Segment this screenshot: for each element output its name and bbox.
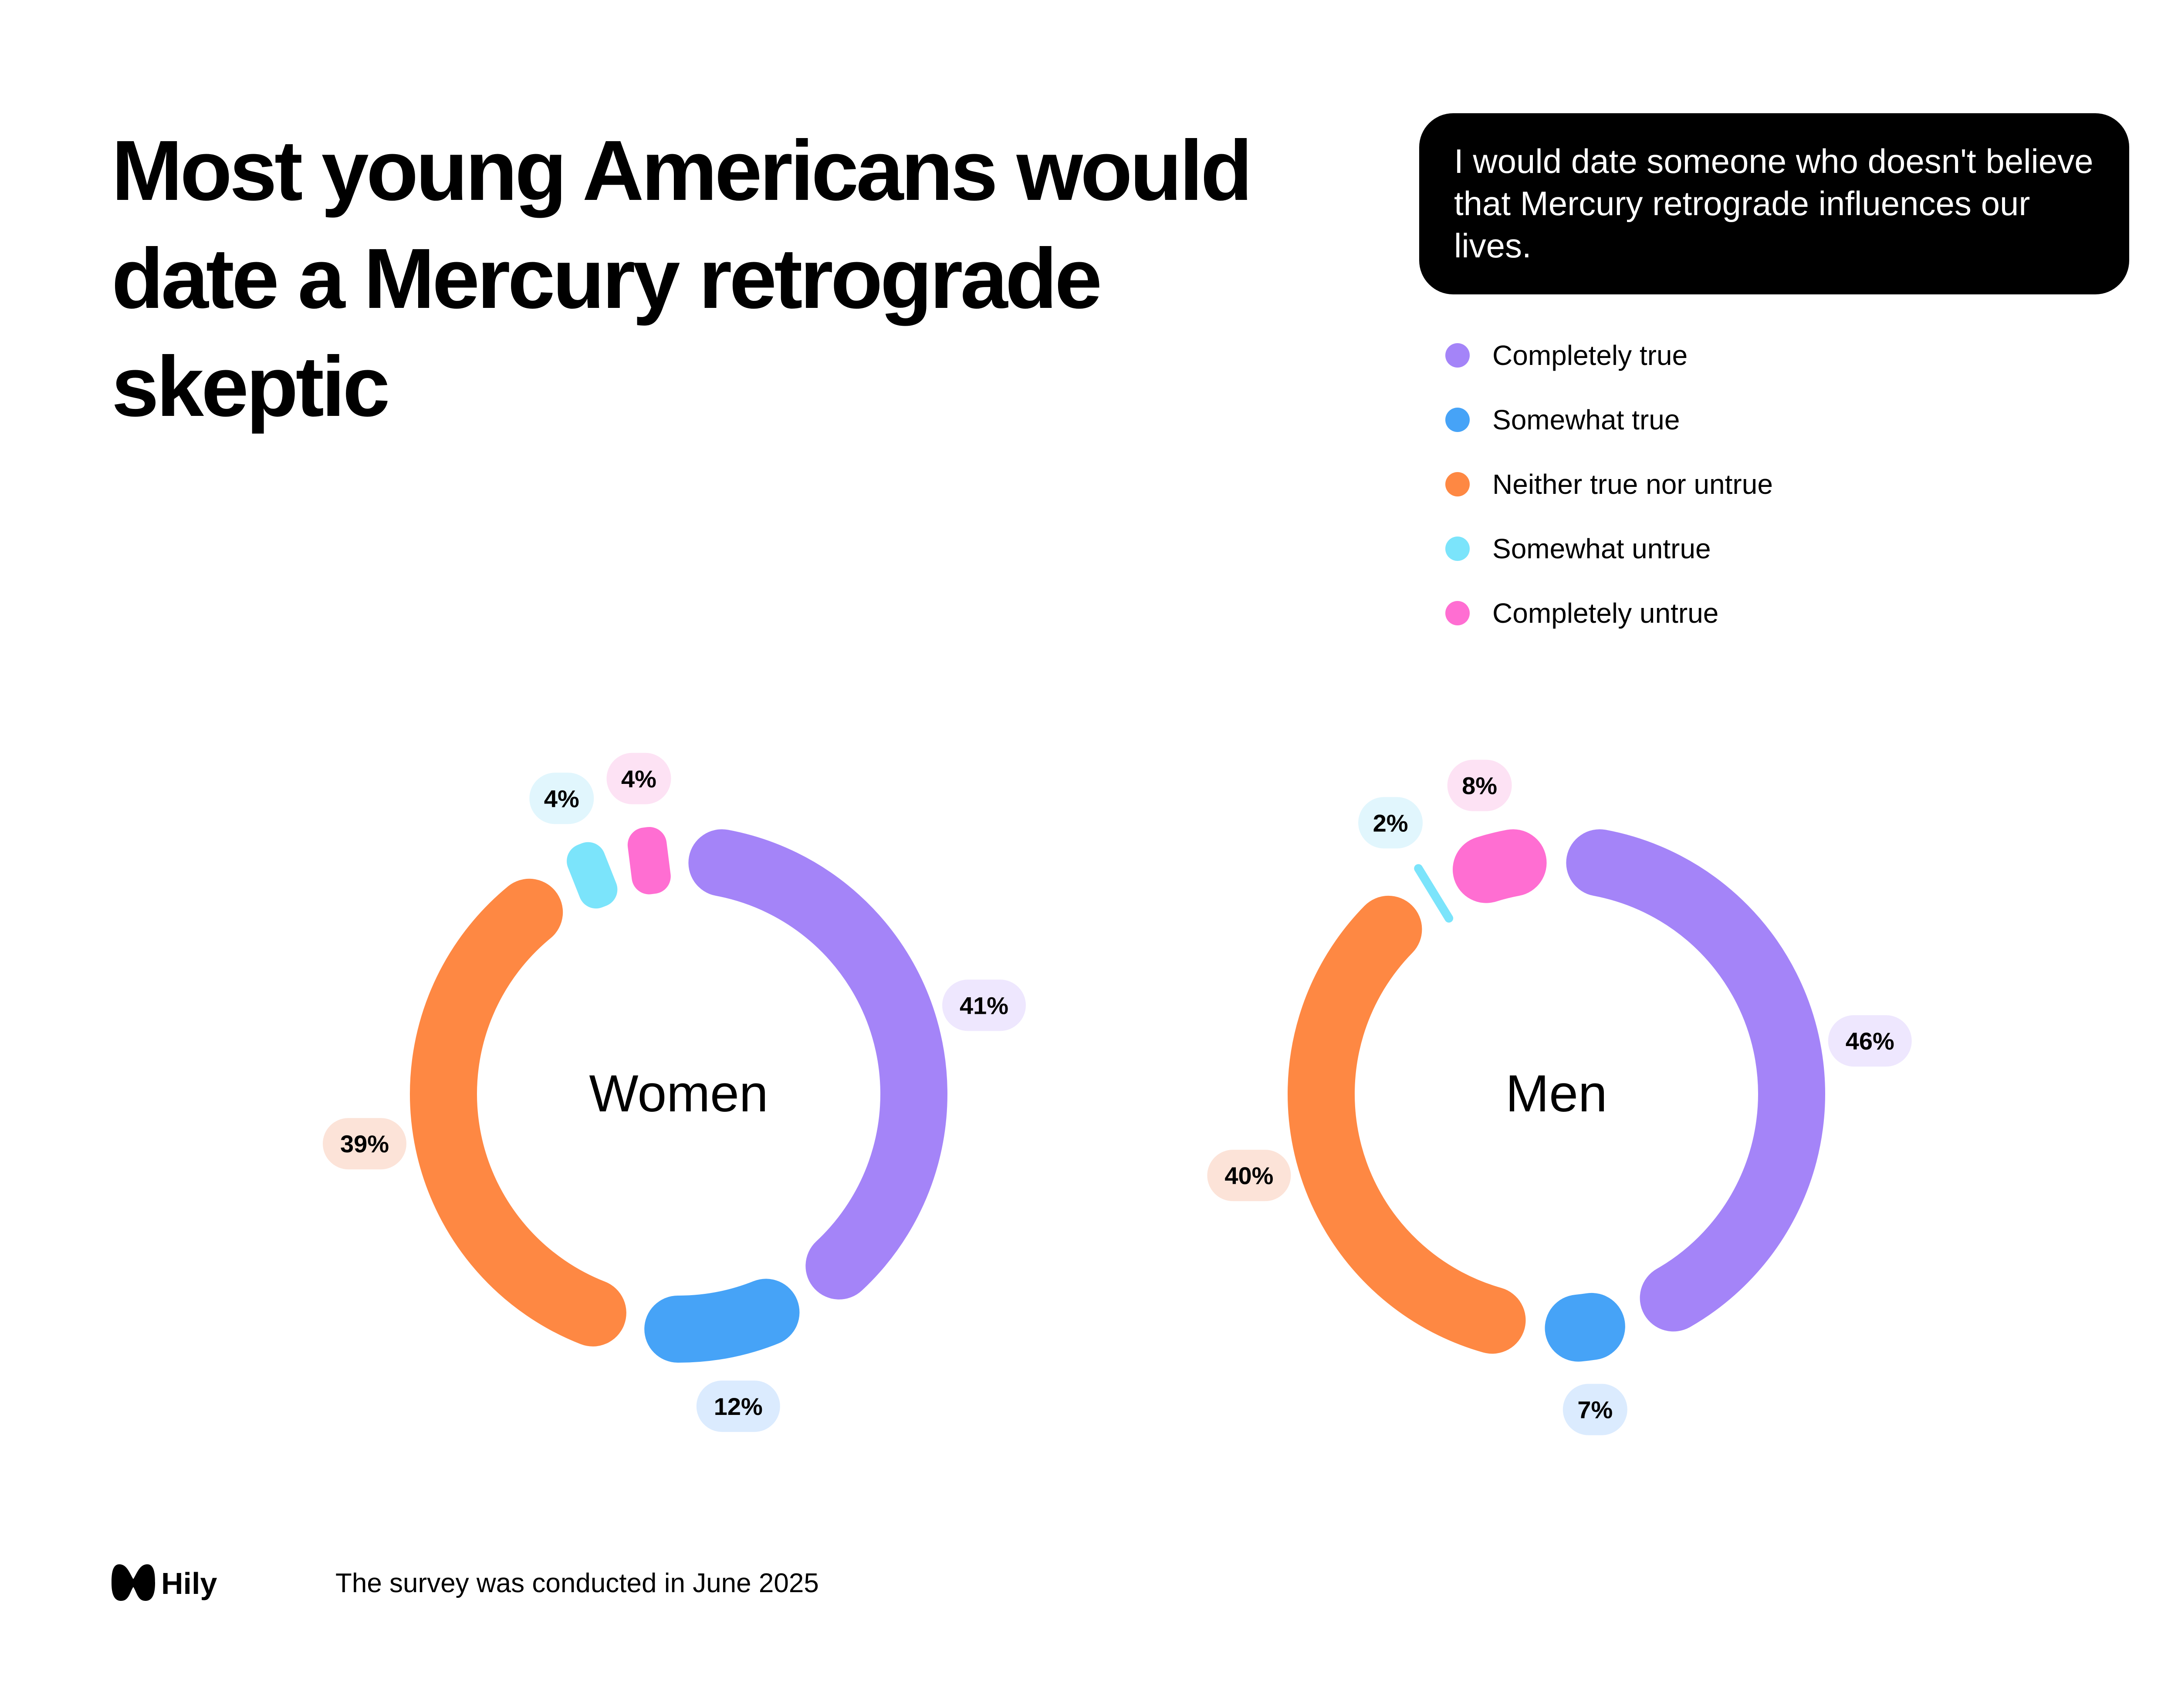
slice-somewhat-untrue — [1414, 864, 1454, 923]
legend-label: Completely untrue — [1492, 597, 1719, 629]
value-label-text: 41% — [960, 992, 1008, 1019]
value-label-completely-true: 41% — [942, 979, 1026, 1031]
value-label-text: 12% — [714, 1393, 763, 1420]
legend-swatch — [1445, 472, 1470, 496]
legend-label: Somewhat true — [1492, 404, 1680, 435]
value-label-text: 39% — [340, 1130, 389, 1158]
value-label-pill — [1562, 1384, 1627, 1435]
value-label-text: 46% — [1846, 1027, 1894, 1055]
value-label-text: 40% — [1224, 1162, 1273, 1189]
value-label-pill — [696, 1381, 780, 1432]
slice-somewhat-true — [1545, 1293, 1625, 1362]
value-label-text: 8% — [1462, 772, 1497, 800]
slice-somewhat-untrue — [567, 842, 618, 909]
legend-label: Completely true — [1492, 340, 1688, 371]
value-label-text: 2% — [1373, 809, 1408, 837]
slice-completely-true — [1566, 829, 1825, 1332]
center-label: Women — [589, 1064, 768, 1123]
legend-swatch — [1445, 343, 1470, 368]
value-label-somewhat-true: 12% — [696, 1381, 780, 1432]
value-label-pill — [1447, 759, 1512, 811]
survey-note: The survey was conducted in June 2025 — [335, 1568, 819, 1598]
value-label-pill — [606, 753, 671, 804]
value-label-text: 4% — [621, 765, 656, 793]
slice-completely-untrue — [1452, 829, 1547, 903]
value-label-text: 4% — [544, 785, 579, 812]
value-label-pill — [942, 979, 1026, 1031]
value-label-pill — [529, 773, 594, 824]
legend-swatch — [1445, 537, 1470, 561]
legend-label: Neither true nor untrue — [1492, 469, 1773, 500]
value-label-neither-true-nor-untrue: 39% — [322, 1118, 406, 1170]
value-label-completely-true: 46% — [1828, 1015, 1912, 1067]
slice-completely-true — [688, 829, 947, 1300]
donut-men: 46% 7% 40% 2% 8% Men — [1207, 759, 1912, 1435]
survey-question: I would date someone who doesn't believe… — [1419, 113, 2129, 294]
legend-swatch — [1445, 601, 1470, 625]
value-label-pill — [1207, 1150, 1291, 1202]
value-label-completely-untrue: 4% — [606, 753, 671, 804]
legend-swatch — [1445, 408, 1470, 432]
value-label-neither-true-nor-untrue: 40% — [1207, 1150, 1291, 1202]
slice-completely-untrue — [627, 827, 671, 895]
value-label-pill — [1828, 1015, 1912, 1067]
value-label-pill — [322, 1118, 406, 1170]
value-label-completely-untrue: 8% — [1447, 759, 1512, 811]
center-label: Men — [1505, 1064, 1607, 1123]
brand-name: Hily — [161, 1566, 217, 1600]
value-label-somewhat-untrue: 4% — [529, 773, 594, 824]
slice-neither-true-nor-untrue — [1288, 895, 1526, 1354]
legend-label: Somewhat untrue — [1492, 533, 1711, 564]
value-label-somewhat-untrue: 2% — [1358, 797, 1423, 849]
value-label-pill — [1358, 797, 1423, 849]
slice-neither-true-nor-untrue — [410, 878, 626, 1347]
donut-women: 41% 12% 39% 4% 4% Women — [322, 753, 1026, 1432]
chart-title: Most young Americans would date a Mercur… — [112, 123, 1253, 434]
value-label-somewhat-true: 7% — [1562, 1384, 1627, 1435]
hily-logo-icon — [112, 1564, 155, 1601]
value-label-text: 7% — [1577, 1396, 1613, 1424]
slice-somewhat-true — [644, 1279, 800, 1363]
